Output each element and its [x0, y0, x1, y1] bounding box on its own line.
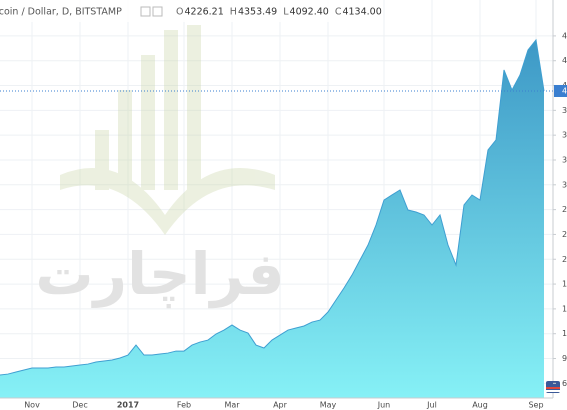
header-bg: [0, 0, 330, 22]
y-tick-label: 1: [562, 329, 567, 338]
y-tick-label: 4: [562, 31, 567, 40]
y-tick-label: 3: [562, 106, 567, 115]
x-tick-label: Jun: [377, 401, 391, 410]
ohlc-value: 4092.40: [290, 7, 329, 18]
y-tick-label: 6: [562, 379, 567, 388]
ohlc-value: 4226.21: [184, 7, 223, 18]
x-tick-label: Feb: [177, 401, 191, 410]
ohlc-label: H: [230, 7, 237, 18]
x-tick-label: Apr: [273, 401, 288, 410]
ohlc-value: 4134.00: [342, 7, 381, 18]
plot: [0, 38, 545, 398]
watermark: فراچارت: [35, 240, 284, 309]
price-tag-label: 4: [562, 86, 567, 95]
icon-button[interactable]: [152, 6, 163, 17]
x-tick-label: May: [320, 401, 337, 410]
y-tick-label: 2: [562, 230, 567, 239]
y-tick-label: 3: [562, 155, 567, 164]
y-tick-label: 9: [562, 354, 567, 363]
y-tick-label: 3: [562, 180, 567, 189]
x-tick-label: Mar: [224, 401, 240, 410]
area-line: [0, 38, 545, 376]
price-tag: [554, 84, 567, 97]
area-fill: [0, 39, 544, 398]
symbol-title: tcoin / Dollar, D, BITSTAMP: [0, 7, 122, 18]
icon-button[interactable]: [140, 6, 151, 17]
x-tick-label: Sep: [528, 401, 543, 410]
watermark-logo: [60, 25, 275, 235]
y-tick-label: 2: [562, 255, 567, 264]
y-tick-label: 1: [562, 304, 567, 313]
ohlc-label: C: [335, 7, 342, 18]
x-tick-label: Nov: [24, 401, 40, 410]
y-tick-label: 3: [562, 131, 567, 140]
ohlc-value: 4353.49: [238, 7, 277, 18]
x-tick-label: Jul: [426, 401, 437, 410]
x-tick-label: 2017: [117, 401, 139, 410]
ohlc-label: L: [283, 7, 289, 18]
y-tick-label: 1: [562, 280, 567, 289]
ohlc-label: O: [176, 7, 183, 18]
x-tick-label: Dec: [72, 401, 87, 410]
x-tick-label: Aug: [472, 401, 488, 410]
ohlc: O 4226.21 H 4353.49 L 4092.40 C 4134.00: [176, 7, 382, 18]
y-tick-label: 2: [562, 205, 567, 214]
flag-icon: [546, 381, 560, 393]
y-tick-label: 4: [562, 56, 567, 65]
